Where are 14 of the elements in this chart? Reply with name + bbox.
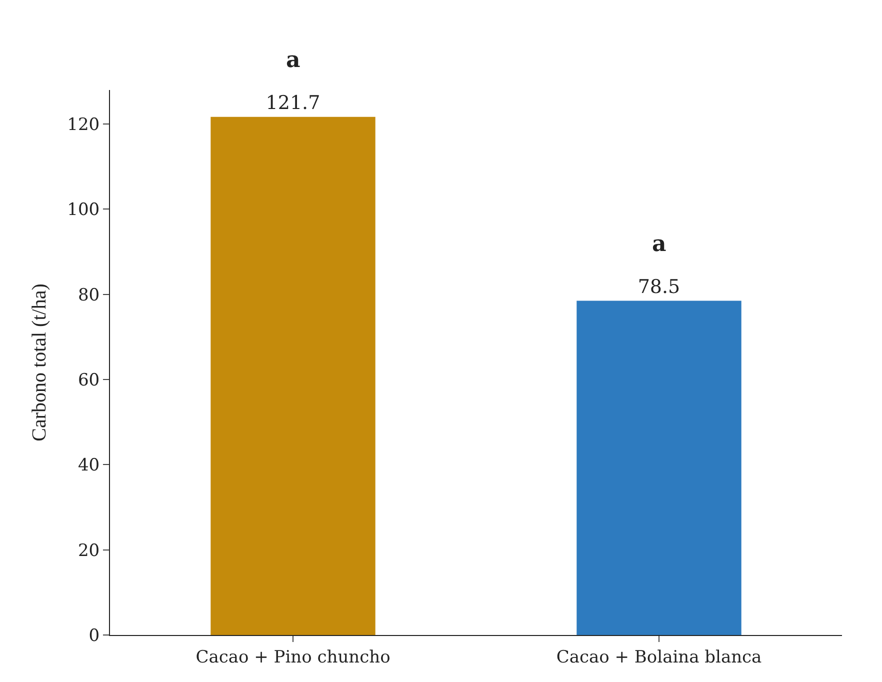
y-tick-label: 120 xyxy=(67,115,100,136)
y-tick-label: 100 xyxy=(67,200,100,220)
y-axis-title: Carbono total (t/ha) xyxy=(28,284,51,442)
x-tick-label: Cacao + Pino chuncho xyxy=(196,647,390,668)
y-tick-label: 60 xyxy=(78,370,100,390)
data-label: 121.7 xyxy=(266,92,320,114)
y-tick-label: 80 xyxy=(78,285,100,306)
y-tick-label: 20 xyxy=(78,540,100,561)
data-label: 78.5 xyxy=(638,276,680,298)
x-tick-label: Cacao + Bolaina blanca xyxy=(556,647,762,668)
annotation: a xyxy=(286,47,300,73)
y-tick-label: 0 xyxy=(88,626,100,646)
annotation: a xyxy=(652,231,666,257)
y-tick-label: 40 xyxy=(78,456,100,476)
